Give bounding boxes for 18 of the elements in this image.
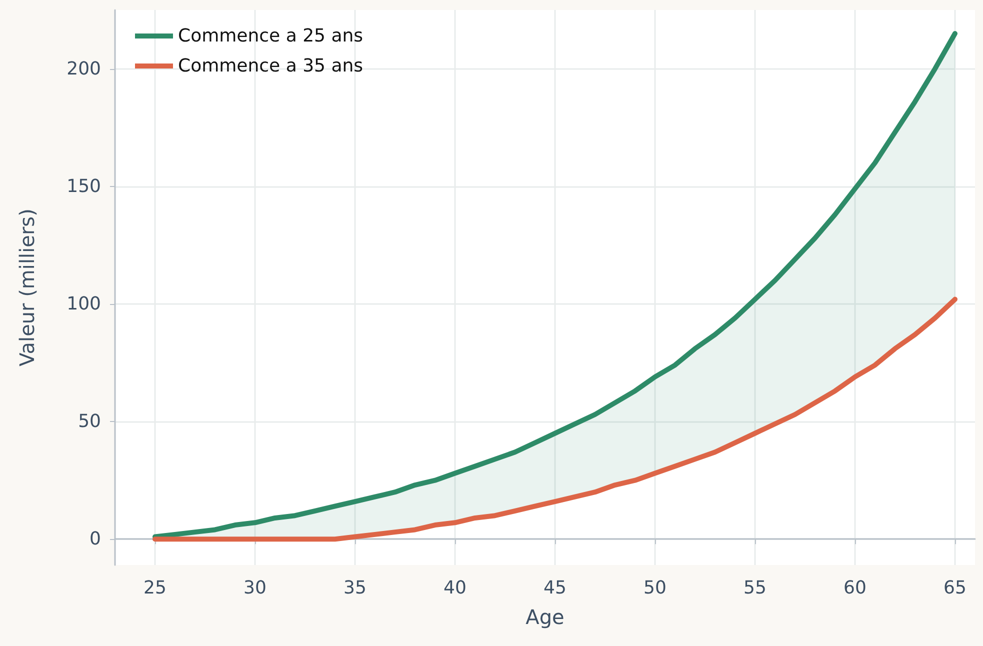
- x-tick-label: 35: [344, 578, 366, 598]
- y-tick-label: 100: [66, 293, 101, 314]
- y-tick-label: 200: [66, 58, 101, 80]
- y-tick-label: 0: [90, 528, 101, 550]
- x-tick-label: 50: [644, 578, 666, 598]
- legend-label: Commence a 25 ans: [178, 26, 364, 46]
- x-tick-label: 45: [544, 578, 566, 598]
- x-tick-label: 25: [144, 578, 166, 598]
- y-tick-label: 150: [66, 176, 101, 197]
- x-tick-label: 65: [944, 578, 966, 598]
- x-tick-label: 60: [844, 578, 866, 598]
- x-tick-label: 40: [444, 578, 466, 598]
- y-tick-label: 50: [78, 411, 101, 432]
- legend-label: Commence a 35 ans: [178, 56, 364, 76]
- x-tick-label: 55: [744, 578, 766, 598]
- x-axis-title: Age: [526, 605, 564, 629]
- y-axis-title: Valeur (milliers): [15, 208, 39, 366]
- x-tick-label: 30: [244, 578, 266, 598]
